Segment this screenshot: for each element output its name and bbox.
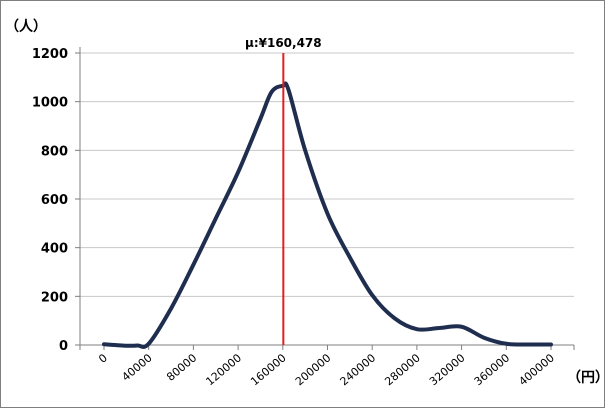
gridlines — [80, 52, 574, 297]
x-axis-unit-label: （円） — [567, 370, 605, 386]
x-tick-label: 400000 — [516, 351, 557, 388]
y-tick-label: 0 — [59, 339, 68, 354]
y-tick-label: 1000 — [32, 96, 68, 111]
axes — [75, 47, 575, 350]
x-tick-label: 280000 — [382, 351, 423, 388]
x-tick-label: 40000 — [119, 351, 154, 383]
y-tick-label: 200 — [41, 290, 68, 305]
x-tick-label: 240000 — [338, 351, 379, 388]
y-tick-labels: 0 200 400 600 800 1000 1200 — [32, 47, 68, 354]
x-tick-label: 80000 — [164, 351, 199, 383]
x-tick-label: 0 — [96, 351, 110, 365]
y-tick-label: 800 — [41, 144, 68, 159]
x-tick-label: 160000 — [248, 351, 289, 388]
y-tick-label: 400 — [41, 242, 68, 257]
y-tick-label: 1200 — [32, 47, 68, 62]
mean-annotation: μ:¥160,478 — [245, 36, 322, 50]
x-tick-labels: 0 40000 80000 120000 160000 200000 240000 28000… — [96, 351, 557, 388]
series-line — [102, 81, 553, 349]
x-tick-label: 200000 — [293, 351, 334, 388]
y-tick-label: 600 — [41, 193, 68, 208]
x-tick-label: 120000 — [203, 351, 244, 388]
y-axis-unit-label: （人） — [5, 18, 47, 35]
x-tick-label: 360000 — [472, 351, 513, 388]
x-tick-label: 320000 — [427, 351, 468, 388]
